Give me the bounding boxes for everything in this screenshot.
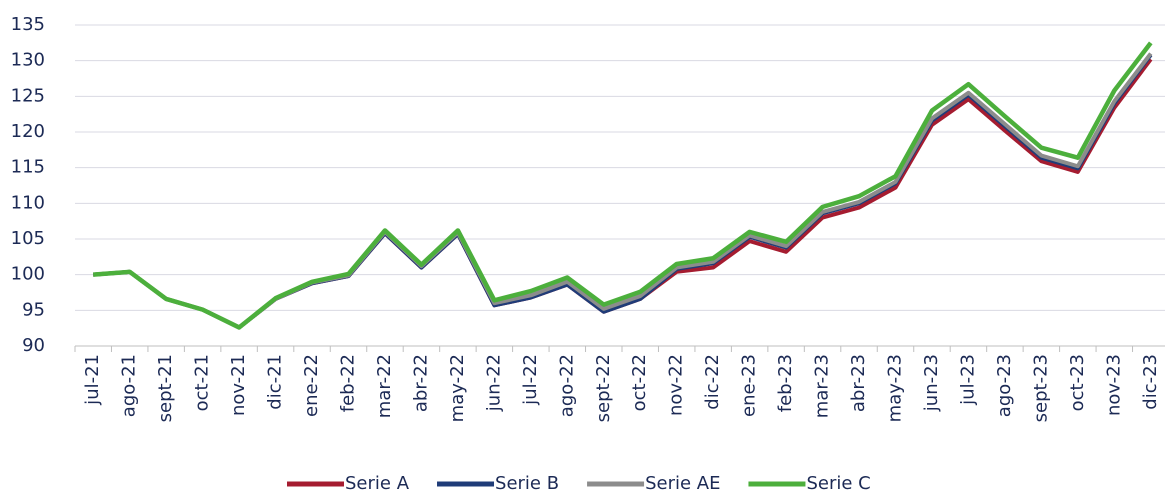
x-tick-label: abr-22 xyxy=(410,354,431,412)
y-tick-label: 90 xyxy=(22,335,45,356)
y-tick-label: 115 xyxy=(11,157,45,178)
x-tick-label: ago-23 xyxy=(994,354,1015,417)
y-tick-label: 100 xyxy=(11,264,45,285)
series-line xyxy=(93,52,1153,330)
x-tick-label: oct-23 xyxy=(1067,354,1088,411)
x-tick-label: dic-22 xyxy=(702,354,723,410)
series-line xyxy=(93,58,1153,330)
x-tick-label: mar-23 xyxy=(812,354,833,418)
legend-label: Serie C xyxy=(806,473,870,494)
x-tick-label: mar-22 xyxy=(374,354,395,418)
legend-label: Serie A xyxy=(345,473,410,494)
x-tick-label: dic-21 xyxy=(265,354,286,410)
x-tick-label: jun-23 xyxy=(921,354,942,412)
x-tick-label: feb-22 xyxy=(338,354,359,412)
x-tick-label: ene-23 xyxy=(739,354,760,417)
y-tick-label: 110 xyxy=(11,192,45,213)
y-tick-label: 120 xyxy=(11,121,45,142)
legend: Serie A Serie B Serie AE Serie C xyxy=(287,473,871,494)
x-tick-label: dic-23 xyxy=(1140,354,1161,410)
x-tick-label: ago-22 xyxy=(556,354,577,417)
x-tick-label: feb-23 xyxy=(775,354,796,412)
x-tick-label: nov-22 xyxy=(666,354,687,416)
y-tick-label: 105 xyxy=(11,228,45,249)
x-tick-label: jul-21 xyxy=(82,354,103,406)
x-tick-label: may-22 xyxy=(447,354,468,422)
x-tick-label: oct-22 xyxy=(629,354,650,411)
series-line xyxy=(93,41,1153,330)
y-tick-label: 125 xyxy=(11,85,45,106)
x-tick-label: ago-21 xyxy=(119,354,140,417)
x-tick-label: jun-22 xyxy=(483,354,504,412)
x-tick-label: abr-23 xyxy=(848,354,869,412)
legend-label: Serie AE xyxy=(645,473,720,494)
y-tick-label: 135 xyxy=(11,14,45,35)
legend-label: Serie B xyxy=(495,473,559,494)
x-tick-label: nov-21 xyxy=(228,354,249,416)
x-tick-label: sept-23 xyxy=(1030,354,1051,422)
x-tick-label: jul-23 xyxy=(957,354,978,406)
x-tick-label: nov-23 xyxy=(1103,354,1124,416)
x-tick-label: sept-22 xyxy=(593,354,614,422)
x-tick-label: ene-22 xyxy=(301,354,322,417)
x-tick-label: sept-21 xyxy=(155,354,176,422)
x-tick-label: jul-22 xyxy=(520,354,541,406)
x-tick-label: oct-21 xyxy=(192,354,213,411)
y-tick-label: 95 xyxy=(22,299,45,320)
y-tick-label: 130 xyxy=(11,50,45,71)
x-tick-label: may-23 xyxy=(885,354,906,422)
